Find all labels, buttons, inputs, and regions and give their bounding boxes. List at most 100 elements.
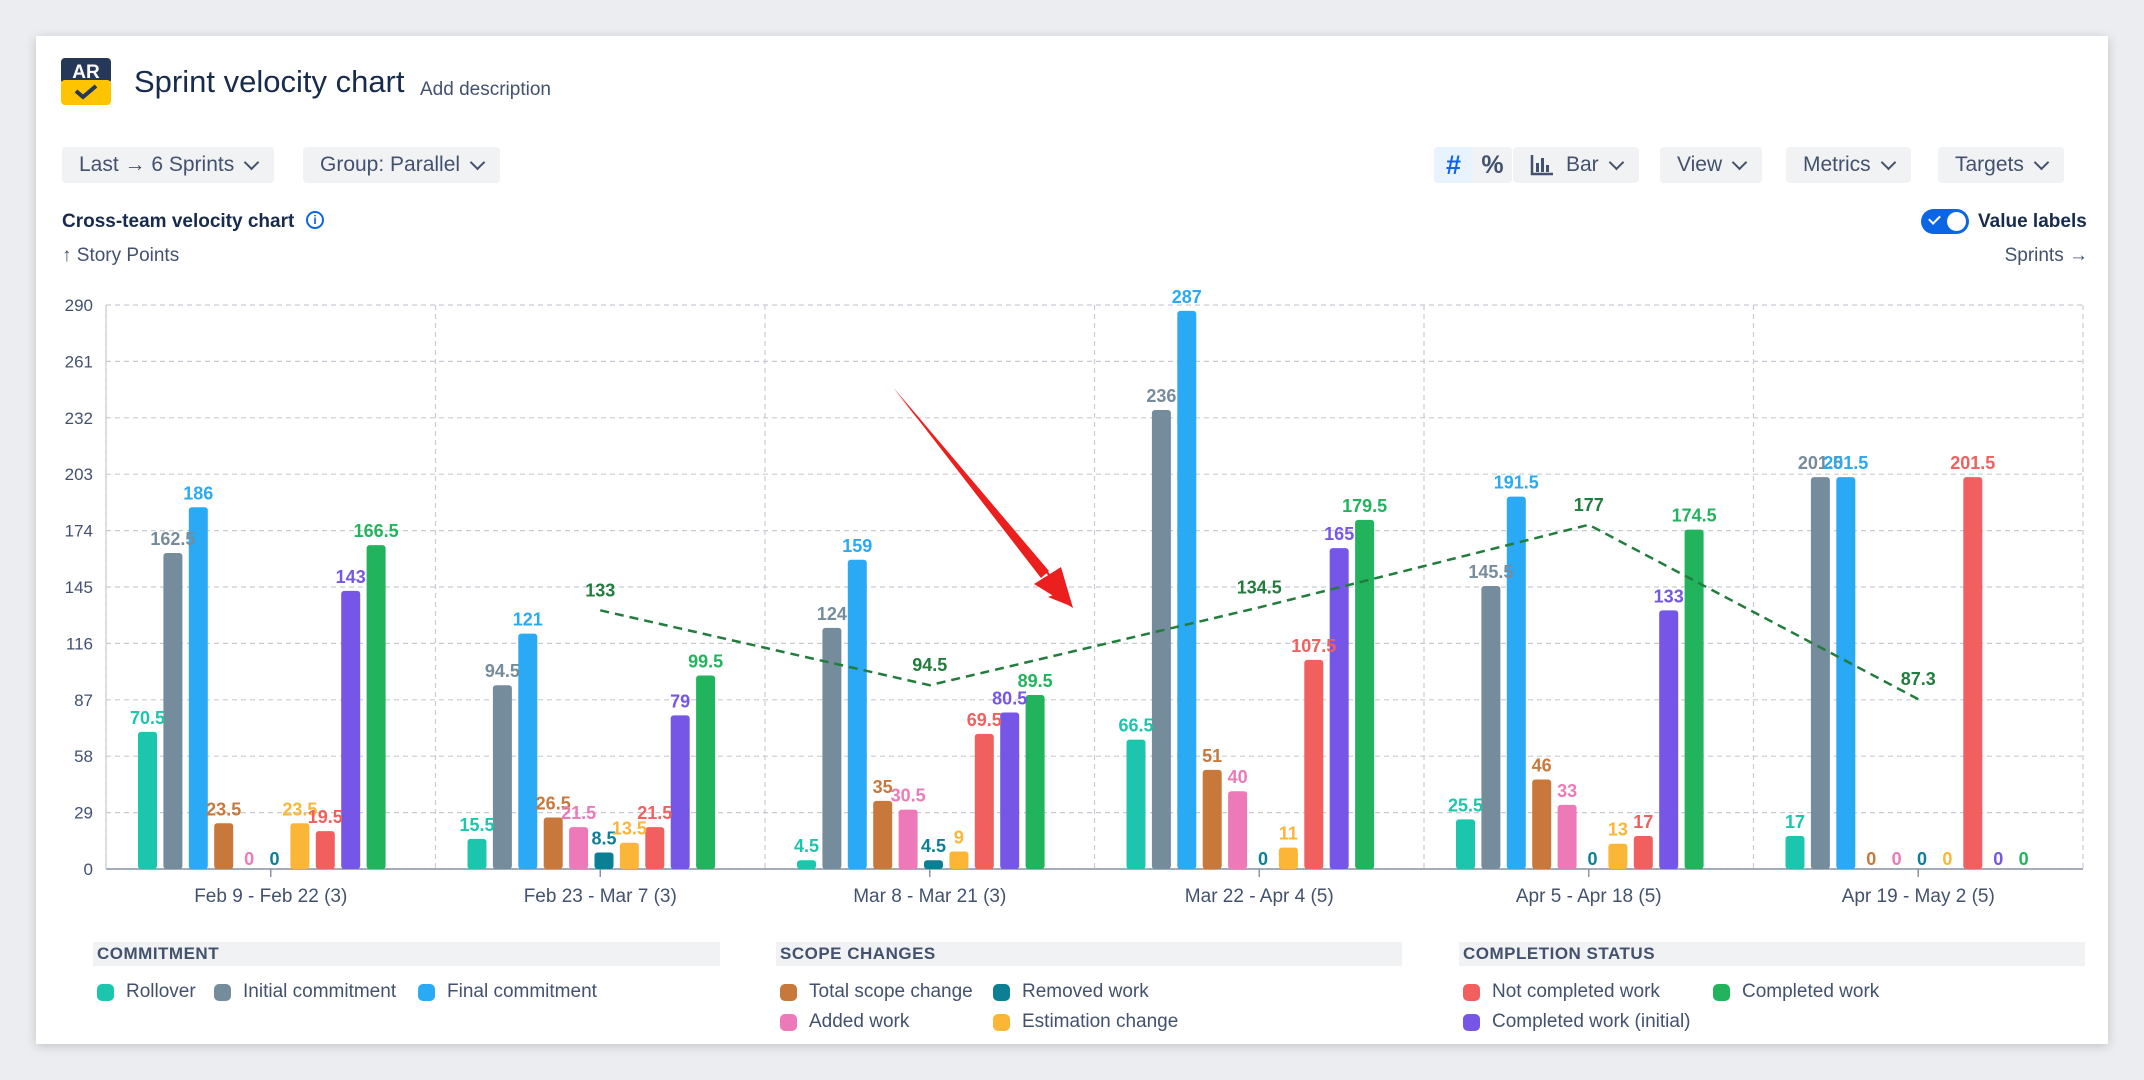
legend-item-rollover[interactable]: Rollover (97, 981, 196, 1003)
bar[interactable] (315, 831, 335, 869)
bar[interactable] (366, 545, 386, 869)
bar[interactable] (974, 733, 994, 869)
app-logo: AR (61, 58, 111, 105)
bar[interactable] (1304, 659, 1324, 869)
bar[interactable] (1810, 477, 1830, 869)
bar[interactable] (1025, 694, 1045, 869)
data-label: 15.5 (459, 815, 494, 835)
data-label: 40 (1228, 767, 1248, 787)
legend-swatch (1713, 983, 1730, 1001)
legend-item-initial-commitment[interactable]: Initial commitment (214, 981, 396, 1003)
bar[interactable] (1532, 779, 1552, 869)
data-label: 99.5 (688, 651, 723, 671)
data-label: 124 (817, 604, 847, 624)
legend-item-added-work[interactable]: Added work (780, 1011, 909, 1033)
data-label: 159 (842, 536, 872, 556)
legend-label: Final commitment (447, 981, 597, 1002)
bar[interactable] (670, 715, 690, 869)
legend-item-total-scope-change[interactable]: Total scope change (780, 981, 973, 1003)
bar[interactable] (696, 675, 716, 869)
bar[interactable] (1659, 610, 1679, 869)
legend-swatch (1463, 1013, 1480, 1031)
percent-toggle-button[interactable]: % (1481, 151, 1504, 179)
data-label: 89.5 (1018, 671, 1053, 691)
sprint-range-label: Last → 6 Sprints (79, 153, 235, 176)
legend-label: Initial commitment (243, 981, 397, 1002)
bar[interactable] (1177, 310, 1197, 869)
bar[interactable] (1000, 712, 1020, 869)
bar[interactable] (847, 559, 867, 869)
bar[interactable] (1481, 586, 1501, 869)
legend-item-final-commitment[interactable]: Final commitment (418, 981, 597, 1003)
x-tick-label: Feb 23 - Mar 7 (3) (524, 886, 677, 907)
count-toggle-button[interactable]: # (1434, 147, 1473, 183)
chart-type-dropdown[interactable]: Bar (1513, 147, 1639, 183)
bar[interactable] (1202, 769, 1222, 869)
bar[interactable] (1228, 791, 1248, 869)
legend-item-removed-work[interactable]: Removed work (993, 981, 1149, 1003)
data-label: 11 (1279, 824, 1298, 844)
bar[interactable] (797, 860, 816, 869)
bar[interactable] (1456, 819, 1475, 869)
info-icon[interactable]: i (306, 211, 324, 229)
bar[interactable] (619, 842, 639, 869)
bar[interactable] (1557, 804, 1577, 869)
bar[interactable] (163, 552, 183, 869)
data-label: 51 (1202, 746, 1222, 766)
sprint-range-dropdown[interactable]: Last → 6 Sprints (62, 147, 275, 183)
bar[interactable] (1963, 477, 1983, 869)
data-label: 165 (1324, 524, 1354, 544)
y-tick-label: 261 (65, 352, 93, 371)
bar[interactable] (138, 731, 157, 869)
targets-dropdown[interactable]: Targets (1938, 147, 2064, 183)
bar[interactable] (898, 809, 918, 869)
bar[interactable] (949, 851, 969, 869)
x-tick-label: Feb 9 - Feb 22 (3) (194, 886, 347, 907)
bar[interactable] (873, 800, 893, 869)
data-label: 287 (1172, 287, 1202, 307)
bar[interactable] (594, 852, 614, 869)
view-dropdown[interactable]: View (1660, 147, 1763, 183)
metrics-dropdown[interactable]: Metrics (1786, 147, 1911, 183)
data-label: 0 (1917, 849, 1927, 869)
bar[interactable] (518, 633, 538, 869)
bar[interactable] (492, 685, 512, 869)
bar[interactable] (341, 590, 361, 869)
legend-label: Estimation change (1022, 1011, 1179, 1032)
value-labels-toggle[interactable] (1921, 209, 1969, 234)
bar[interactable] (467, 838, 487, 869)
bar-chart-icon (1530, 155, 1553, 176)
bar[interactable] (569, 827, 589, 869)
bar[interactable] (188, 507, 208, 869)
bar[interactable] (645, 827, 665, 869)
bar[interactable] (924, 860, 943, 869)
y-tick-label: 58 (74, 747, 93, 766)
data-label: 80.5 (992, 688, 1027, 708)
x-tick-label: Mar 8 - Mar 21 (3) (853, 886, 1006, 907)
bar[interactable] (1785, 835, 1805, 869)
bar[interactable] (1355, 519, 1375, 869)
legend-item-completed-work[interactable]: Completed work (1713, 981, 1879, 1003)
bar[interactable] (543, 817, 563, 869)
legend-item-not-completed-work[interactable]: Not completed work (1463, 981, 1660, 1003)
bar[interactable] (1126, 739, 1146, 869)
bar[interactable] (1836, 477, 1856, 869)
bar[interactable] (1506, 496, 1526, 869)
bar[interactable] (1278, 847, 1298, 869)
data-label: 201.5 (1823, 453, 1868, 473)
bar[interactable] (1684, 529, 1704, 869)
add-description-link[interactable]: Add description (420, 79, 551, 100)
bar[interactable] (1329, 548, 1349, 869)
legend-item-completed-work-initial[interactable]: Completed work (initial) (1463, 1011, 1691, 1033)
group-dropdown[interactable]: Group: Parallel (303, 147, 501, 183)
group-label: Group: Parallel (320, 153, 461, 176)
legend-item-estimation-change[interactable]: Estimation change (993, 1011, 1178, 1033)
bar[interactable] (1633, 835, 1653, 869)
trend-label: 87.3 (1901, 669, 1936, 689)
bar[interactable] (1608, 843, 1628, 869)
bar[interactable] (290, 823, 310, 869)
bar[interactable] (822, 627, 842, 869)
bar[interactable] (214, 823, 234, 869)
data-label: 19.5 (308, 807, 343, 827)
bar[interactable] (1151, 410, 1171, 869)
